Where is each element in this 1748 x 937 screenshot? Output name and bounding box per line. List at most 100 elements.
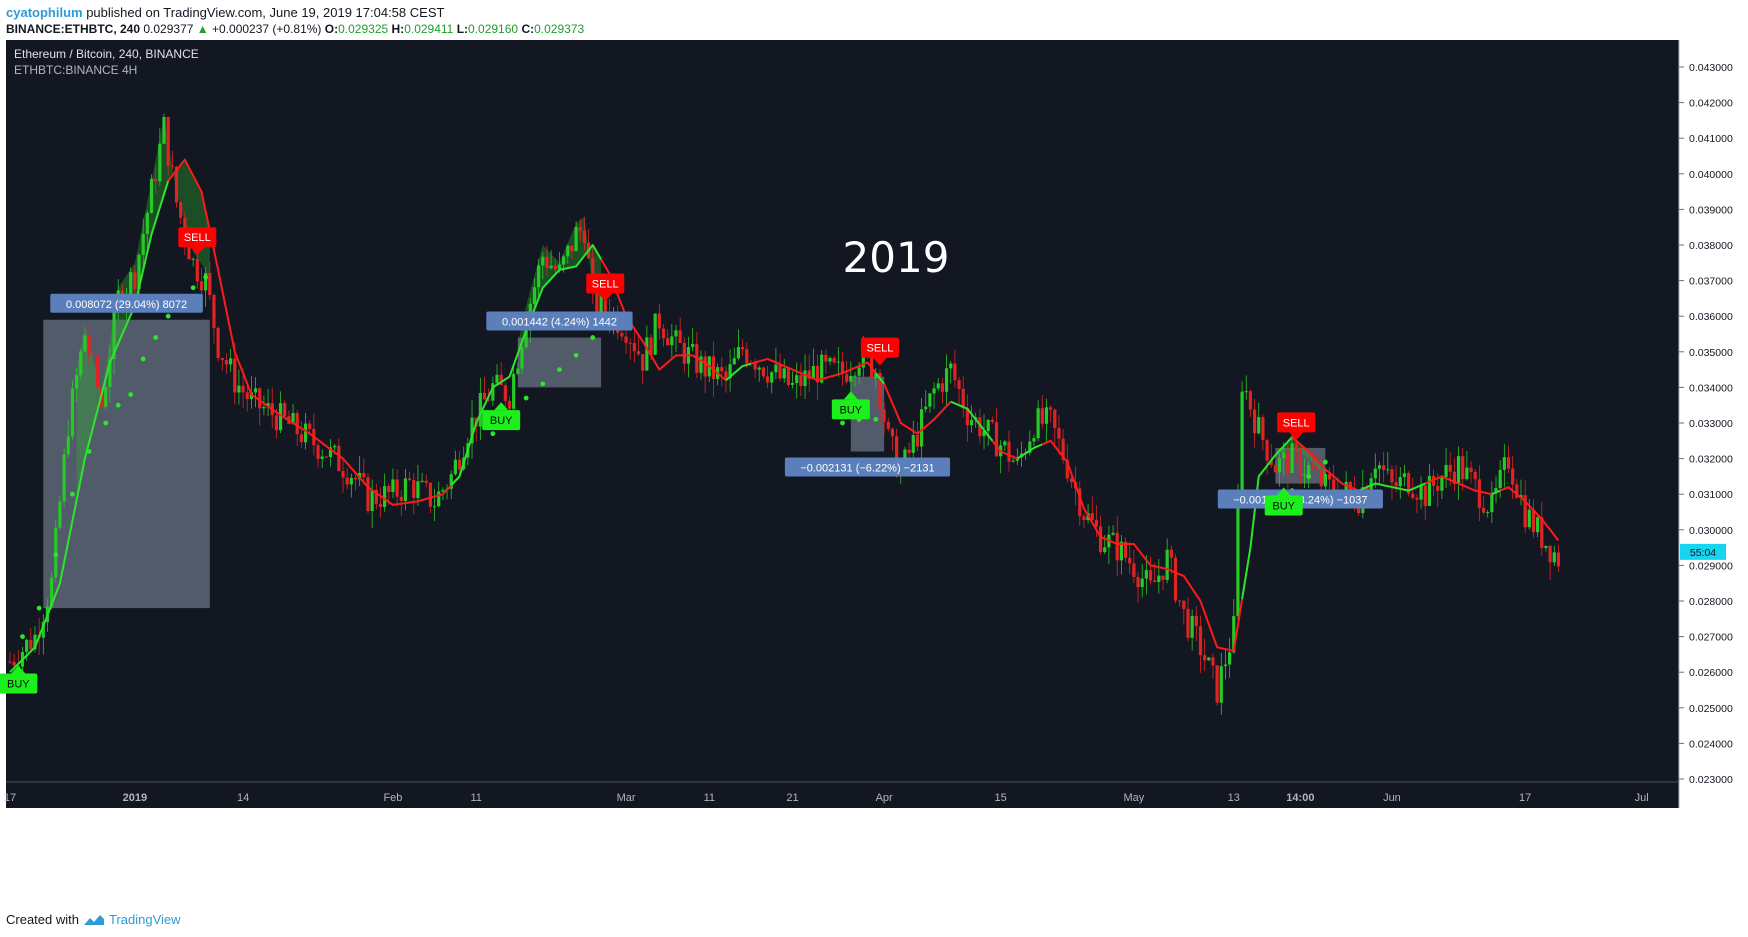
buy-signal-box [831, 399, 870, 420]
candle-body [949, 363, 953, 369]
candle-body [274, 415, 278, 431]
candle-body [449, 474, 453, 489]
candle-body [1203, 655, 1207, 661]
candle-body [1144, 570, 1148, 579]
candle-body [453, 459, 457, 475]
candle-body [849, 375, 853, 382]
candle-body [1531, 509, 1536, 533]
high-label: H: [391, 22, 405, 36]
candle-body [924, 406, 928, 410]
candle-body [653, 313, 657, 355]
candle-body [266, 403, 270, 407]
candle-body [1377, 465, 1382, 469]
candle-body [1411, 493, 1415, 498]
candle-body [341, 471, 345, 478]
candle-body [878, 372, 882, 410]
y-tick-label: 0.024000 [1689, 738, 1733, 750]
candle-body [582, 230, 587, 243]
candle-body [370, 489, 374, 512]
price-chart[interactable]: 0.008072 (29.04%) 8072 0.001442 (4.24%) 1… [0, 0, 1748, 900]
candle-body [953, 363, 957, 381]
candle-body [1302, 474, 1307, 476]
candle-body [799, 375, 803, 387]
candle-body [757, 367, 761, 370]
candle-body [1128, 557, 1132, 564]
y-axis-panel[interactable] [1679, 40, 1742, 808]
candle-body [104, 386, 108, 407]
buy-arrow-icon [494, 402, 509, 411]
candle-body [1282, 452, 1286, 459]
trend-line-bearish [991, 440, 1018, 460]
candle-body [753, 363, 757, 370]
y-tick-label: 0.034000 [1689, 382, 1733, 394]
candle-body [778, 364, 782, 379]
y-tick-label: 0.035000 [1689, 347, 1733, 359]
candle-body [258, 388, 262, 409]
candle-body [1536, 517, 1540, 533]
candle-body [158, 143, 162, 182]
candle-body [541, 256, 545, 266]
sell-arrow-icon [598, 293, 613, 302]
candle-body [1486, 512, 1490, 514]
measure-box [517, 337, 602, 388]
candle-body [595, 287, 599, 314]
candle-body [1407, 473, 1411, 494]
candle-body [828, 357, 832, 362]
candle-body [191, 258, 195, 260]
tradingview-logo-icon [83, 914, 104, 925]
open-value: 0.029325 [338, 22, 389, 36]
candle-body [628, 342, 632, 344]
candle-body [1461, 456, 1465, 480]
candle-body [836, 361, 840, 363]
candle-body [95, 355, 100, 388]
candle-body [1494, 488, 1498, 493]
candle-body [982, 431, 986, 437]
candle-body [1415, 497, 1419, 500]
candle-body [391, 479, 395, 493]
candle-body [1040, 408, 1044, 424]
stop-dot [840, 420, 845, 426]
candle-body [994, 422, 999, 457]
candle-body [1240, 391, 1244, 498]
candle-body [1115, 532, 1119, 561]
candle-body [1028, 441, 1032, 453]
candle-body [1090, 513, 1094, 520]
candle-body [703, 356, 707, 377]
trend-line-bullish [1491, 489, 1501, 496]
candle-body [807, 370, 811, 379]
candle-body [761, 367, 766, 377]
x-tick-label: 21 [786, 792, 798, 804]
candle-body [25, 639, 29, 652]
candle-body [578, 227, 582, 231]
close-label: C: [521, 22, 535, 36]
candle-body [1248, 391, 1253, 410]
candle-body [41, 622, 45, 638]
candle-body [162, 116, 166, 144]
y-tick-label: 0.038000 [1689, 240, 1733, 252]
candle-body [1357, 506, 1361, 514]
author-name[interactable]: cyatophilum [6, 5, 83, 20]
candle-body [470, 417, 474, 444]
candle-body [537, 265, 541, 288]
candle-body [1506, 457, 1511, 469]
trend-line-bullish [950, 400, 994, 442]
y-tick-label: 0.030000 [1689, 525, 1733, 537]
candle-body [1232, 616, 1236, 653]
candle-body [932, 388, 936, 394]
candle-body [1244, 391, 1248, 393]
candle-body [129, 272, 133, 296]
trend-line-bullish [1358, 482, 1426, 492]
candle-body [1261, 417, 1265, 441]
tradingview-link[interactable]: TradingView [108, 912, 181, 927]
stop-dot [103, 420, 109, 426]
price-tag: 55:04 [1680, 543, 1726, 560]
candle-body [678, 330, 682, 343]
candle-body [1186, 608, 1190, 638]
candle-body [237, 385, 241, 393]
candle-body [316, 445, 320, 459]
y-tick-label: 0.036000 [1689, 311, 1733, 323]
y-tick-label: 0.027000 [1689, 632, 1733, 644]
x-tick-label: 17 [1519, 792, 1531, 804]
x-tick-label: 2019 [123, 792, 147, 804]
candle-body [1511, 468, 1515, 485]
